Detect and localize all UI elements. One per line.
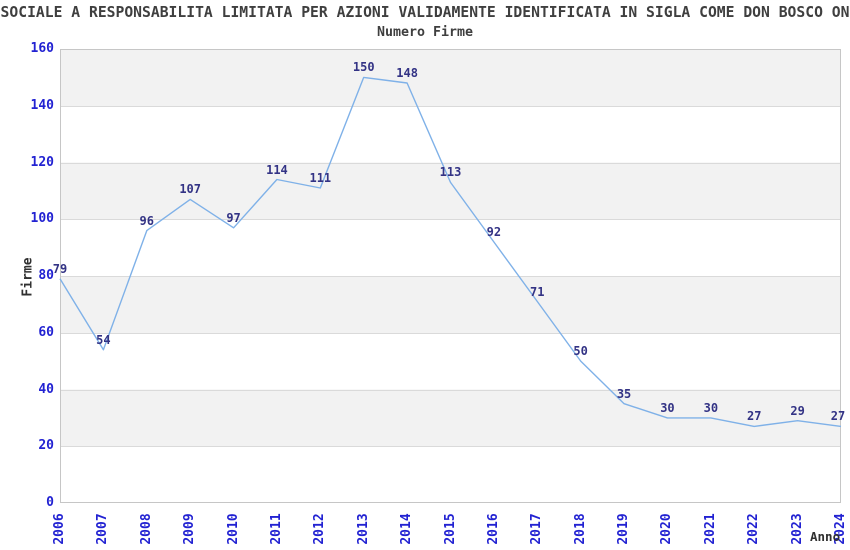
x-axis-tick: 2018 [572,513,588,545]
line-chart-svg [59,49,842,503]
x-axis-tick: 2020 [659,513,675,545]
x-axis-tick: 2007 [95,513,111,545]
data-label: 111 [309,171,332,186]
data-label: 114 [266,162,288,177]
data-label: 107 [179,182,201,197]
plot-area [59,49,842,503]
x-axis-tick: 2015 [442,513,458,545]
y-axis-tick: 60 [38,324,54,340]
data-label: 71 [530,284,545,299]
y-axis-tick: 160 [30,41,54,56]
chart-title: SOCIALE A RESPONSABILITA LIMITATA PER AZ… [0,5,850,21]
data-label: 96 [139,213,154,228]
data-label: 150 [352,60,375,75]
x-axis-tick: 2008 [138,513,154,545]
data-label: 97 [226,210,241,225]
data-label: 30 [660,400,675,415]
data-label: 27 [830,409,846,424]
x-axis-tick: 2010 [225,513,241,545]
y-axis-tick: 40 [38,381,54,397]
plot-border [60,49,841,503]
x-axis-tick: 2011 [268,513,284,545]
y-axis-tick: 120 [30,154,54,170]
data-label: 30 [703,400,719,415]
data-label: 35 [616,386,632,401]
data-label: 50 [573,344,588,359]
y-axis-tick: 100 [30,211,54,227]
x-axis-tick: 2021 [702,513,718,545]
chart-subtitle: Numero Firme [376,25,474,40]
x-axis-tick: 2022 [746,513,762,545]
y-axis-tick: 80 [38,268,54,283]
x-axis-tick: 2006 [52,513,67,545]
x-axis-title: Anno [810,529,841,544]
data-label: 79 [52,261,68,276]
data-label: 29 [790,403,805,418]
y-axis-tick: 140 [30,97,54,113]
x-axis-tick: 2016 [485,513,501,545]
data-label: 148 [396,66,418,81]
x-axis-tick: 2017 [529,513,545,545]
x-axis-tick: 2013 [355,513,371,545]
line-series [59,76,842,428]
data-label: 27 [746,409,762,424]
data-label: 54 [96,332,111,347]
x-axis-tick: 2014 [399,513,415,545]
y-axis-tick: 0 [46,495,54,510]
x-axis-tick: 2009 [182,513,198,545]
y-axis-tick: 20 [38,438,54,454]
x-axis-tick: 2019 [616,513,632,545]
x-axis-tick: 2012 [312,513,328,545]
x-axis-tick: 2023 [789,513,805,545]
data-label: 92 [486,224,502,239]
data-label: 113 [439,165,462,180]
